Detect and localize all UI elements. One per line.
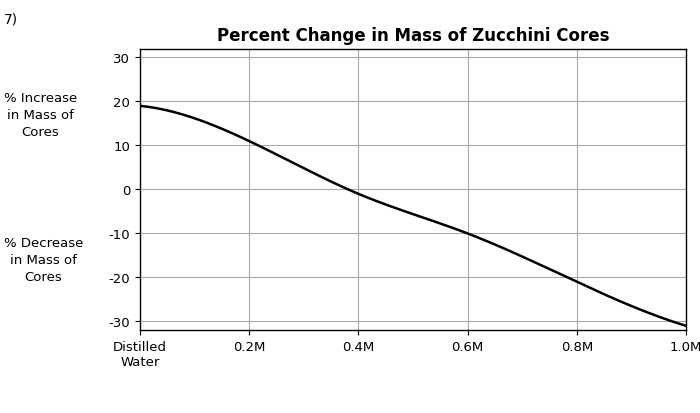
- Text: % Increase
in Mass of
Cores: % Increase in Mass of Cores: [4, 92, 77, 139]
- Text: % Decrease
in Mass of
Cores: % Decrease in Mass of Cores: [4, 237, 83, 284]
- Text: 7): 7): [4, 12, 18, 26]
- Title: Percent Change in Mass of Zucchini Cores: Percent Change in Mass of Zucchini Cores: [217, 27, 609, 45]
